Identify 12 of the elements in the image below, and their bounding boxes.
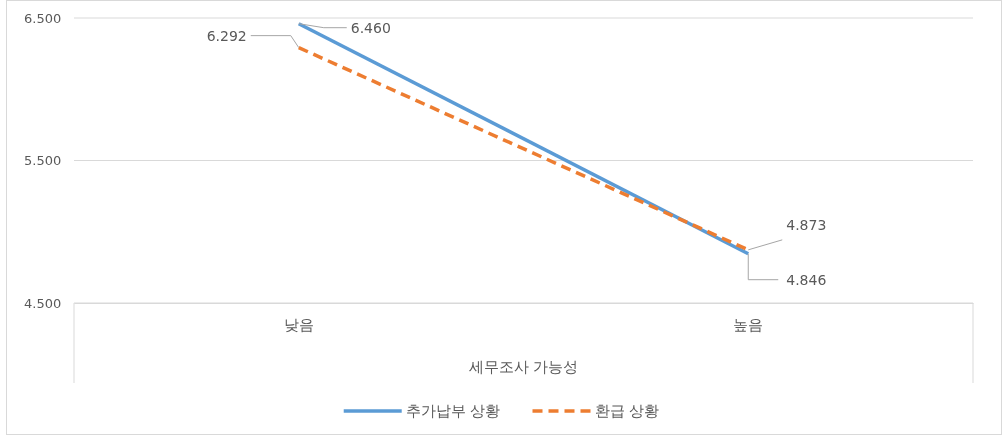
data-label: 4.873 — [786, 216, 827, 233]
x-tick-label: 낮음 — [283, 316, 314, 334]
x-axis-title: 세무조사 가능성 — [468, 358, 579, 376]
legend-label: 환급 상황 — [594, 402, 660, 421]
legend-label: 추가납부 상황 — [405, 402, 501, 421]
y-tick-label: 4.500 — [24, 295, 62, 311]
data-label: 6.292 — [206, 27, 247, 44]
data-label: 4.846 — [786, 271, 827, 288]
y-tick-label: 5.500 — [24, 153, 62, 169]
data-label: 6.460 — [350, 19, 391, 36]
y-tick-label: 6.500 — [24, 10, 62, 26]
x-tick-label: 높음 — [733, 316, 764, 334]
